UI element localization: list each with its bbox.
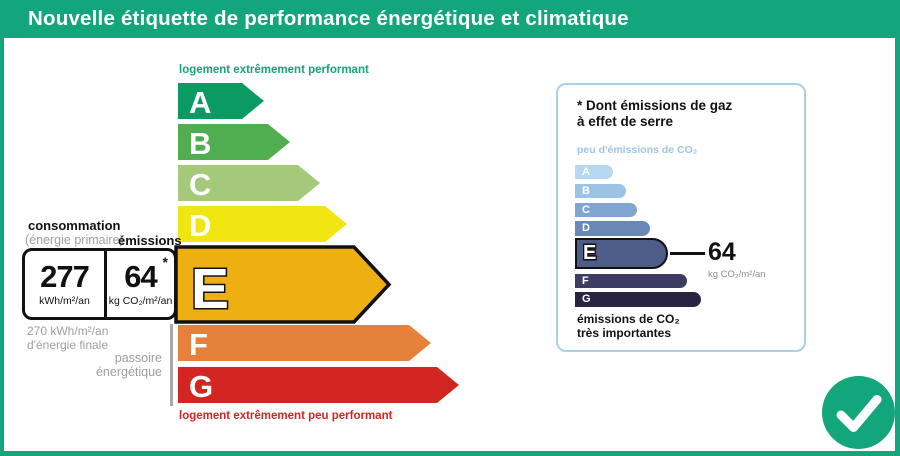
co2-class-e-letter: E bbox=[583, 242, 597, 264]
co2-panel-title: * Dont émissions de gaz à effet de serre bbox=[577, 98, 732, 129]
co2-class-c-bar: C bbox=[575, 203, 637, 217]
arrow-shape bbox=[178, 165, 320, 201]
frame-border-left bbox=[0, 0, 4, 456]
final-energy-line2: d'énergie finale bbox=[27, 337, 109, 352]
emissions-column: * 64 kg CO₂/m²/an bbox=[104, 251, 174, 317]
energy-class-f-arrow: F bbox=[178, 325, 431, 361]
arrow-shape bbox=[178, 325, 431, 361]
worst-performance-caption: logement extrêmement peu performant bbox=[179, 410, 393, 422]
energy-class-g-letter: G bbox=[189, 369, 213, 403]
co2-high-caption-line2: très importantes bbox=[577, 325, 672, 340]
energy-class-g-arrow: G bbox=[178, 367, 459, 403]
energy-class-d-arrow: D bbox=[178, 206, 347, 242]
consumption-column: 277 kWh/m²/an bbox=[25, 251, 104, 317]
best-performance-caption: logement extrêmement performant bbox=[179, 64, 369, 76]
energy-class-f-letter: F bbox=[189, 327, 208, 361]
consumption-unit: kWh/m²/an bbox=[39, 294, 90, 307]
co2-class-c-letter: C bbox=[582, 204, 590, 216]
co2-panel-title-line2: à effet de serre bbox=[577, 113, 674, 129]
co2-class-f-bar: F bbox=[575, 274, 687, 288]
arrow-shape bbox=[178, 367, 459, 403]
emissions-unit: kg CO₂/m²/an bbox=[108, 294, 173, 307]
energy-class-c-letter: C bbox=[189, 167, 211, 201]
arrow-shape bbox=[178, 124, 290, 160]
co2-value: 64 bbox=[708, 238, 736, 266]
co2-value-callout-line bbox=[670, 252, 705, 255]
energy-class-e-letter: E bbox=[191, 257, 229, 321]
co2-high-caption: émissions de CO₂ très importantes bbox=[577, 312, 680, 340]
co2-class-a-letter: A bbox=[582, 166, 590, 178]
co2-high-caption-line1: émissions de CO₂ bbox=[577, 312, 680, 326]
energy-class-a-arrow: A bbox=[178, 83, 264, 119]
co2-class-b-bar: B bbox=[575, 184, 626, 198]
final-energy-annotation: 270 kWh/m²/an d'énergie finale bbox=[27, 324, 109, 352]
energy-class-a-letter: A bbox=[189, 85, 211, 119]
consumption-label: consommation bbox=[28, 218, 121, 233]
energy-class-d-letter: D bbox=[189, 208, 211, 242]
check-circle-shape bbox=[822, 376, 895, 449]
co2-emissions-panel: * Dont émissions de gaz à effet de serre… bbox=[556, 83, 806, 352]
consumption-value: 277 bbox=[40, 258, 90, 294]
energy-class-c-arrow: C bbox=[178, 165, 320, 201]
energy-class-b-arrow: B bbox=[178, 124, 290, 160]
co2-class-b-letter: B bbox=[582, 185, 590, 197]
energy-class-e-arrow-current: E bbox=[174, 245, 392, 324]
co2-class-e-bar-current: E bbox=[575, 238, 668, 269]
energy-sieve-bracket-line bbox=[170, 324, 173, 406]
consumption-emissions-box: 277 kWh/m²/an * 64 kg CO₂/m²/an bbox=[22, 248, 177, 320]
co2-class-a-bar: A bbox=[575, 165, 613, 179]
co2-class-f-letter: F bbox=[582, 275, 589, 287]
co2-class-g-bar: G bbox=[575, 292, 701, 307]
co2-panel-title-line1: * Dont émissions de gaz bbox=[577, 98, 733, 113]
frame-border-bottom bbox=[0, 451, 900, 456]
page-title: Nouvelle étiquette de performance énergé… bbox=[28, 7, 629, 30]
frame-border-right bbox=[895, 0, 900, 456]
energy-class-b-letter: B bbox=[189, 126, 211, 160]
co2-class-g-letter: G bbox=[582, 293, 591, 305]
emissions-value: 64 bbox=[124, 258, 157, 294]
check-mark-shape bbox=[836, 395, 882, 432]
co2-class-d-letter: D bbox=[582, 222, 590, 234]
arrow-shape bbox=[178, 206, 347, 242]
co2-low-caption: peu d'émissions de CO₂ bbox=[577, 144, 698, 156]
co2-class-d-bar: D bbox=[575, 221, 650, 236]
arrow-shape bbox=[178, 83, 264, 119]
final-energy-line1: 270 kWh/m²/an bbox=[27, 324, 109, 338]
emissions-label: émissions bbox=[118, 233, 182, 248]
primary-energy-sublabel: (énergie primaire) bbox=[25, 233, 124, 247]
header: Nouvelle étiquette de performance énergé… bbox=[0, 0, 900, 38]
asterisk-note-mark: * bbox=[162, 254, 168, 270]
energy-sieve-label: passoire énergétique bbox=[95, 351, 162, 379]
check-icon bbox=[822, 376, 895, 449]
co2-value-unit: kg CO₂/m²/an bbox=[708, 269, 766, 280]
